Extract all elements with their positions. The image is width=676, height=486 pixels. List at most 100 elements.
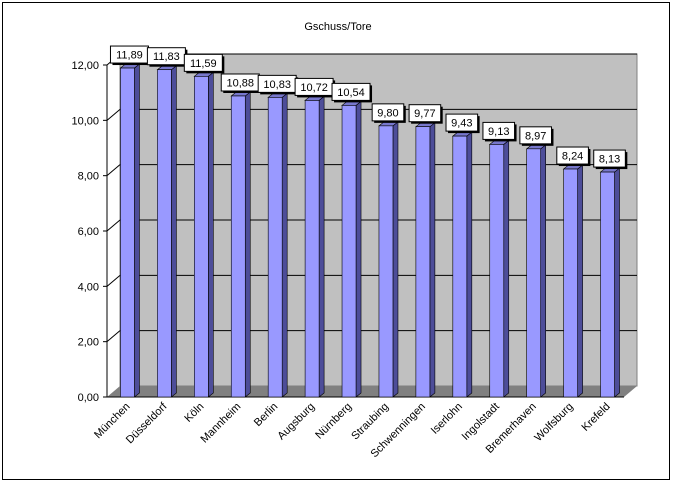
y-axis-ticks: 0,00 2,00 4,00 6,00 8,00 10,00 12,00 xyxy=(71,60,107,404)
data-label-text: 10,54 xyxy=(337,87,365,99)
bar-front xyxy=(600,171,615,398)
bar-front xyxy=(378,125,394,398)
bar xyxy=(599,167,621,398)
bar-front xyxy=(526,148,541,398)
bar-side xyxy=(429,122,436,398)
data-label: 8,13 xyxy=(593,149,628,170)
x-tick-label: Iserlohn xyxy=(429,401,465,437)
bar-front xyxy=(194,76,209,398)
bar xyxy=(341,100,362,398)
data-label-box xyxy=(331,82,371,101)
chart-title: Gschuss/Tore xyxy=(304,21,371,33)
bar xyxy=(267,92,289,398)
bar-side xyxy=(503,139,510,398)
data-label-box xyxy=(593,149,626,168)
data-label-text: 10,83 xyxy=(263,79,291,91)
x-tick-label: Augsburg xyxy=(275,401,317,443)
x-tick-label: Wolfsburg xyxy=(532,401,575,444)
y-tick-label: 0,00 xyxy=(78,392,99,404)
bar-side xyxy=(392,121,399,398)
y-tick-label: 12,00 xyxy=(71,60,99,72)
bar xyxy=(488,139,510,398)
bar-front xyxy=(563,168,578,398)
x-tick-label: Krefeld xyxy=(580,401,613,434)
data-label: 9,43 xyxy=(445,113,480,134)
data-label-box xyxy=(371,103,405,122)
gridline-depth xyxy=(106,274,121,287)
bar-side xyxy=(134,63,140,398)
data-label-text: 9,80 xyxy=(377,107,398,119)
data-label-text: 11,89 xyxy=(116,50,143,62)
data-label-text: 8,13 xyxy=(599,154,620,166)
bar-side xyxy=(318,95,325,398)
bar-front xyxy=(489,144,505,398)
bar-side xyxy=(208,71,214,398)
bar xyxy=(562,164,584,398)
data-labels: 11,89 11,83 11,59 10,88 10,83 10,72 10,54 9,80 9… xyxy=(109,45,628,170)
x-tick-label: Nürnberg xyxy=(313,401,354,442)
x-tick-label: Düsseldorf xyxy=(124,400,170,446)
data-label-text: 11,83 xyxy=(153,51,180,63)
gridline-depth xyxy=(106,108,121,121)
bar-front xyxy=(120,67,135,398)
data-label: 9,77 xyxy=(408,104,443,124)
data-label-box xyxy=(183,53,223,72)
bar xyxy=(415,122,436,398)
data-label-box xyxy=(408,104,442,123)
data-label-text: 9,13 xyxy=(488,126,509,138)
y-tick-label: 8,00 xyxy=(78,171,99,183)
data-label-text: 11,59 xyxy=(190,58,217,70)
bar-side xyxy=(577,164,583,398)
data-label: 10,72 xyxy=(294,77,336,98)
bar xyxy=(451,131,473,398)
data-label: 8,97 xyxy=(519,126,554,146)
bar-front xyxy=(157,69,172,398)
data-label-box xyxy=(445,113,479,132)
x-tick-label: Mannheim xyxy=(199,401,244,446)
data-label: 8,24 xyxy=(556,146,591,167)
data-label-box xyxy=(556,146,589,165)
bar-side xyxy=(466,131,473,398)
data-label-text: 9,43 xyxy=(451,118,472,130)
data-label-text: 10,88 xyxy=(226,77,254,89)
bar-front xyxy=(341,105,357,398)
bar xyxy=(304,95,325,398)
data-label: 10,83 xyxy=(257,74,299,95)
bar-side xyxy=(614,167,620,398)
bar-side xyxy=(540,144,546,398)
y-tick-label: 4,00 xyxy=(78,281,99,293)
bar xyxy=(156,65,178,398)
bar-front xyxy=(452,135,468,398)
y-tick-label: 6,00 xyxy=(78,226,99,238)
bar xyxy=(193,71,215,398)
data-label-text: 8,97 xyxy=(525,130,546,142)
data-label: 9,13 xyxy=(482,121,517,142)
x-tick-label: Berlin xyxy=(252,401,280,429)
gridline-depth xyxy=(106,164,121,177)
y-tick-label: 2,00 xyxy=(78,337,99,349)
bar-side xyxy=(281,92,288,398)
bar-front xyxy=(415,126,431,398)
bar-front xyxy=(230,95,246,398)
data-label-text: 9,77 xyxy=(414,108,435,120)
data-label: 11,59 xyxy=(183,53,225,74)
bar xyxy=(230,91,252,398)
bars xyxy=(119,63,621,398)
data-label-text: 8,24 xyxy=(562,151,583,163)
data-label: 9,80 xyxy=(371,103,406,123)
data-label: 11,89 xyxy=(109,45,151,66)
gridline-depth xyxy=(106,330,121,343)
bar-front xyxy=(267,97,283,398)
data-label-text: 10,72 xyxy=(300,82,328,94)
bar-side xyxy=(244,91,251,398)
data-label-box xyxy=(519,126,552,145)
chart-floor xyxy=(107,386,637,397)
data-label-box xyxy=(482,121,516,140)
data-label: 10,88 xyxy=(220,73,262,93)
bar xyxy=(525,144,547,398)
y-tick-label: 10,00 xyxy=(71,115,99,127)
bar xyxy=(119,63,141,398)
bar xyxy=(378,121,399,398)
data-label: 11,83 xyxy=(146,47,188,67)
